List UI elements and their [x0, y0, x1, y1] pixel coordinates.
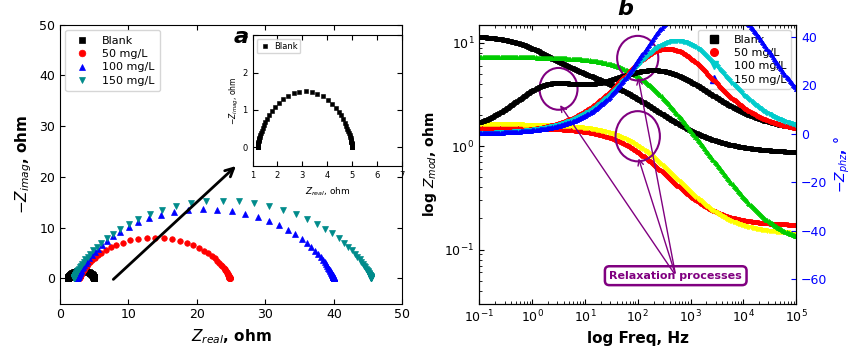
- 100 mg/L: [328, 274, 338, 279]
- Blank: [89, 276, 99, 280]
- 100 mg/L: [72, 276, 82, 280]
- Y-axis label: $-Z_{imag}$, ohm: $-Z_{imag}$, ohm: [228, 77, 241, 125]
- Blank: [89, 276, 99, 280]
- 150 mg/L: [366, 274, 376, 279]
- Legend: Blank: Blank: [257, 40, 300, 53]
- Blank: [76, 269, 86, 273]
- Blank: [89, 276, 99, 280]
- Text: Relaxation processes: Relaxation processes: [609, 271, 742, 281]
- 100 mg/L: [169, 210, 180, 214]
- Blank: [63, 276, 74, 280]
- Line: 150 mg/L: 150 mg/L: [71, 198, 374, 281]
- Text: b: b: [617, 0, 633, 19]
- 50 mg/L: [111, 243, 122, 247]
- Text: a: a: [234, 28, 249, 48]
- Y-axis label: $-Z_{phz}$, °: $-Z_{phz}$, °: [833, 136, 853, 192]
- Legend: Blank, 50 mg/L, 100 mg/L, 150 mg/L: Blank, 50 mg/L, 100 mg/L, 150 mg/L: [65, 30, 160, 91]
- Blank: [63, 276, 74, 280]
- X-axis label: log Freq, Hz: log Freq, Hz: [586, 331, 689, 346]
- 150 mg/L: [68, 276, 79, 280]
- Blank: [64, 274, 74, 279]
- Legend: Blank, 50 mg/L, 100 mg/L, 150 mg/L: Blank, 50 mg/L, 100 mg/L, 150 mg/L: [698, 30, 791, 89]
- 150 mg/L: [366, 276, 377, 280]
- 100 mg/L: [198, 207, 208, 211]
- 150 mg/L: [115, 227, 125, 231]
- 100 mg/L: [329, 276, 339, 280]
- 150 mg/L: [234, 199, 244, 203]
- Y-axis label: log $Z_{mod}$, ohm: log $Z_{mod}$, ohm: [421, 112, 439, 217]
- 50 mg/L: [83, 262, 93, 267]
- 50 mg/L: [74, 276, 84, 280]
- 150 mg/L: [217, 199, 228, 203]
- Line: 100 mg/L: 100 mg/L: [74, 207, 336, 281]
- 100 mg/L: [72, 276, 82, 280]
- 50 mg/L: [223, 273, 234, 277]
- X-axis label: $Z_{real}$, ohm: $Z_{real}$, ohm: [191, 327, 271, 346]
- 100 mg/L: [327, 273, 337, 277]
- 50 mg/L: [150, 235, 160, 240]
- X-axis label: $Z_{real}$, ohm: $Z_{real}$, ohm: [305, 185, 350, 198]
- 100 mg/L: [97, 243, 107, 247]
- 50 mg/L: [74, 276, 84, 280]
- 150 mg/L: [68, 275, 79, 280]
- Y-axis label: $-Z_{imag}$, ohm: $-Z_{imag}$, ohm: [13, 114, 33, 214]
- 100 mg/L: [72, 276, 82, 280]
- Line: 50 mg/L: 50 mg/L: [76, 235, 233, 281]
- 50 mg/L: [74, 276, 84, 280]
- 150 mg/L: [365, 273, 375, 277]
- 50 mg/L: [224, 276, 235, 280]
- Blank: [63, 276, 74, 280]
- Blank: [68, 271, 78, 275]
- Line: Blank: Blank: [65, 268, 97, 281]
- 150 mg/L: [68, 276, 79, 280]
- 50 mg/L: [224, 275, 235, 279]
